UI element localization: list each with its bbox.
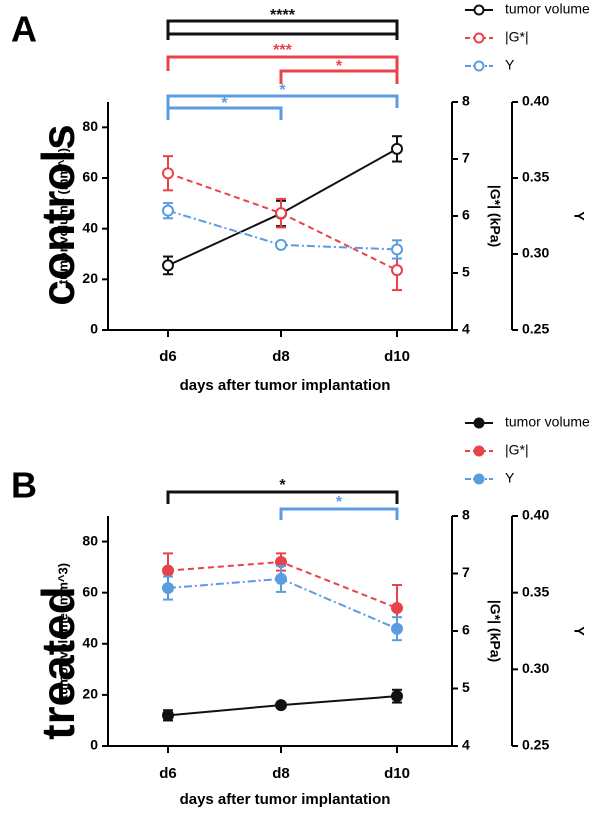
panel-b-data-point — [163, 583, 173, 593]
panel-a-middle-axis-label: |G*| (kPa) — [487, 185, 503, 247]
panel-a-left-tick-label: 60 — [82, 169, 98, 185]
panel-b-data-point — [392, 603, 402, 613]
panel-a-legend-label: |G*| — [505, 29, 529, 45]
panel-b-legend-label: Y — [505, 470, 515, 486]
panel-a-left-tick-label: 40 — [82, 219, 98, 235]
panel-b-x-tick-label: d8 — [272, 765, 290, 782]
panel-a-data-point — [163, 168, 173, 178]
panel-a-data-point — [392, 144, 402, 154]
panel-a-legend-swatch-marker — [475, 62, 484, 71]
panel-b-left-tick-label: 80 — [82, 532, 98, 548]
panel-b-significance-label: * — [336, 494, 343, 511]
panel-b-middle-tick-label: 4 — [462, 737, 470, 753]
panel-a-middle-tick-label: 4 — [462, 321, 470, 337]
panel-b-data-point — [163, 566, 173, 576]
panel-b-letter: B — [11, 465, 37, 506]
panel-a-legend-label: tumor volume — [505, 1, 590, 17]
panel-b-series-line — [168, 579, 397, 629]
panel-b-middle-axis-label: |G*| (kPa) — [487, 600, 503, 662]
panel-b-right-tick-label: 0.35 — [522, 583, 549, 599]
panel-b-right-tick-label: 0.30 — [522, 660, 549, 676]
panel-a-middle-tick-label: 7 — [462, 150, 470, 166]
panel-a-data-point — [392, 244, 402, 254]
panel-b-legend-swatch-marker — [475, 475, 484, 484]
panel-b-right-tick-label: 0.40 — [522, 507, 549, 523]
panel-a-right-tick-label: 0.30 — [522, 245, 549, 261]
panel-b-legend-label: tumor volume — [505, 414, 590, 430]
panel-a-right-tick-label: 0.35 — [522, 169, 549, 185]
panel-a-data-point — [392, 265, 402, 275]
panel-b-left-tick-label: 20 — [82, 686, 98, 702]
panel-a-legend-swatch-marker — [475, 6, 484, 15]
panel-b-data-point — [276, 700, 286, 710]
panel-b-data-point — [392, 691, 402, 701]
panel-b-data-point — [276, 574, 286, 584]
panel-a-left-tick-label: 80 — [82, 118, 98, 134]
panel-a-legend-label: Y — [505, 57, 515, 73]
panel-a-left-axis-label: tumor volume (mm^3) — [55, 148, 70, 284]
panel-a-data-point — [276, 208, 286, 218]
panel-a-middle-tick-label: 5 — [462, 264, 470, 280]
panel-b-left-axis-label: tumor volume (mm^3) — [55, 563, 70, 699]
panel-b-data-point — [163, 710, 173, 720]
panel-a-left-tick-label: 0 — [90, 321, 98, 337]
panel-a-significance-label: **** — [270, 7, 296, 24]
panel-b-legend-label: |G*| — [505, 442, 529, 458]
panel-a-left-tick-label: 20 — [82, 270, 98, 286]
panel-a-data-point — [276, 240, 286, 250]
panel-a-right-axis-label: Y — [571, 211, 587, 221]
panel-b-legend-swatch-marker — [475, 447, 484, 456]
panel-b-middle-tick-label: 8 — [462, 507, 470, 523]
panel-b-right-tick-label: 0.25 — [522, 737, 549, 753]
panel-b-middle-tick-label: 6 — [462, 622, 470, 638]
panel-a-letter: A — [11, 9, 37, 50]
panel-a-right-tick-label: 0.40 — [522, 93, 549, 109]
panel-a-legend-swatch-marker — [475, 34, 484, 43]
panel-a-x-axis-label: days after tumor implantation — [180, 377, 391, 394]
panel-b-x-tick-label: d6 — [159, 765, 177, 782]
panel-a-significance-label: *** — [273, 42, 292, 59]
panel-b-data-point — [392, 624, 402, 634]
panel-b-middle-tick-label: 5 — [462, 679, 470, 695]
panel-b-x-tick-label: d10 — [384, 765, 410, 782]
panel-a-middle-tick-label: 6 — [462, 207, 470, 223]
panel-a-x-tick-label: d8 — [272, 348, 290, 365]
panel-b-left-tick-label: 40 — [82, 634, 98, 650]
panel-b-middle-tick-label: 7 — [462, 564, 470, 580]
panel-a-data-point — [163, 206, 173, 216]
panel-a-significance-label: * — [336, 58, 343, 75]
panel-b-left-tick-label: 60 — [82, 583, 98, 599]
panel-a-x-tick-label: d6 — [159, 348, 177, 365]
panel-a-x-tick-label: d10 — [384, 348, 410, 365]
panel-a-data-point — [163, 260, 173, 270]
panel-a-right-tick-label: 0.25 — [522, 321, 549, 337]
panel-b-legend-swatch-marker — [475, 419, 484, 428]
panel-b-right-axis-label: Y — [571, 626, 587, 636]
panel-a-middle-tick-label: 8 — [462, 93, 470, 109]
panel-a-significance-label: * — [221, 95, 228, 112]
panel-b-significance-label: * — [279, 477, 286, 494]
panel-b-left-tick-label: 0 — [90, 737, 98, 753]
panel-b-x-axis-label: days after tumor implantation — [180, 791, 391, 808]
panel-a-significance-label: * — [279, 82, 286, 99]
